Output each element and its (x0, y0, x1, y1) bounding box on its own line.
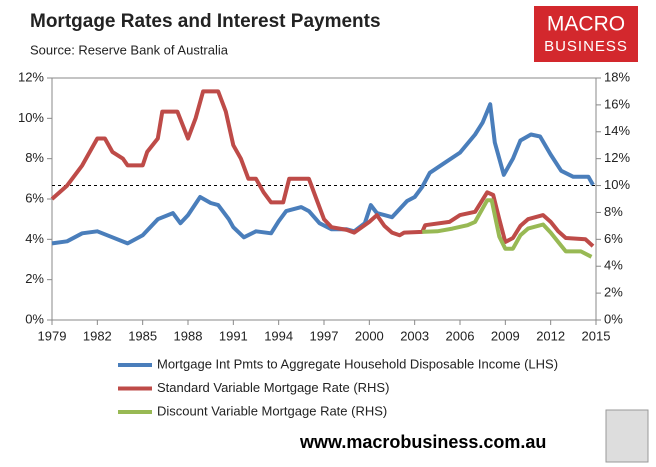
series-line (50, 89, 595, 248)
x-tick-label: 1988 (174, 328, 203, 343)
x-tick-label: 2000 (355, 328, 384, 343)
logo-text: BUSINESS (544, 38, 628, 55)
logo-box (534, 6, 638, 62)
y-tick-label: 6% (25, 190, 44, 205)
y2-tick-label: 12% (604, 150, 630, 165)
legend-label: Standard Variable Mortgage Rate (RHS) (157, 380, 389, 395)
legend-label: Discount Variable Mortgage Rate (RHS) (157, 403, 387, 418)
y2-tick-label: 6% (604, 231, 623, 246)
x-tick-label: 1997 (310, 328, 339, 343)
x-tick-label: 2015 (582, 328, 611, 343)
x-tick-label: 2006 (446, 328, 475, 343)
plot-frame (51, 77, 597, 321)
y-tick-label: 12% (18, 69, 44, 84)
series-line (51, 102, 595, 246)
y2-tick-label: 0% (604, 311, 623, 326)
y-tick-label: 10% (18, 110, 44, 125)
y2-tick-label: 14% (604, 123, 630, 138)
y-tick-label: 8% (25, 150, 44, 165)
y2-tick-label: 16% (604, 96, 630, 111)
chart-subtitle: Source: Reserve Bank of Australia (30, 42, 229, 57)
y-tick-label: 0% (25, 311, 44, 326)
y2-tick-label: 8% (604, 204, 623, 219)
x-tick-label: 1991 (219, 328, 248, 343)
x-tick-label: 2003 (400, 328, 429, 343)
legend-label: Mortgage Int Pmts to Aggregate Household… (157, 356, 558, 371)
y2-tick-label: 18% (604, 69, 630, 84)
y-tick-label: 2% (25, 271, 44, 286)
x-tick-label: 2009 (491, 328, 520, 343)
y2-tick-label: 4% (604, 258, 623, 273)
y2-tick-label: 2% (604, 285, 623, 300)
x-tick-label: 1982 (83, 328, 112, 343)
logo-text: MACRO (547, 13, 625, 36)
x-tick-label: 1994 (264, 328, 293, 343)
footer-url: www.macrobusiness.com.au (299, 432, 546, 452)
x-tick-label: 1979 (38, 328, 67, 343)
chart-title: Mortgage Rates and Interest Payments (30, 11, 381, 32)
series-line (422, 198, 593, 259)
y2-tick-label: 10% (604, 177, 630, 192)
fox-icon (605, 409, 649, 463)
x-tick-label: 1985 (128, 328, 157, 343)
x-tick-label: 2012 (536, 328, 565, 343)
y-tick-label: 4% (25, 231, 44, 246)
